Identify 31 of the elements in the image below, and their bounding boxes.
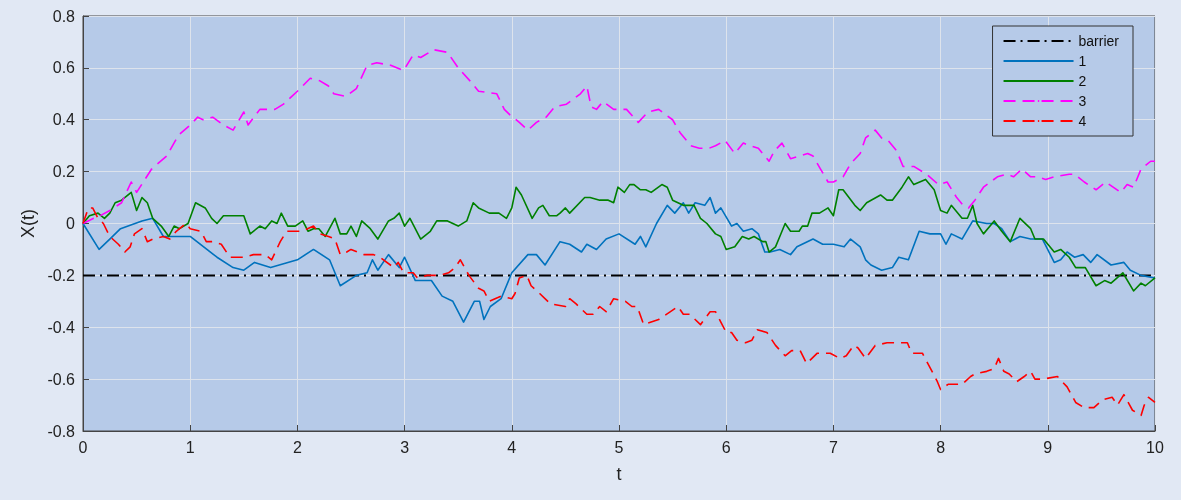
y-tick-label: -0.6: [47, 370, 76, 388]
line-series: [82, 207, 1156, 417]
x-tick-label: 0: [78, 438, 88, 456]
x-tick-label: 5: [614, 438, 624, 456]
y-axis-title: X(t): [17, 209, 38, 238]
legend-label: 4: [1078, 113, 1087, 129]
y-tick-label: 0.4: [52, 111, 76, 129]
y-tick-label: -0.8: [47, 422, 76, 440]
y-tick-label: 0.2: [52, 163, 76, 181]
x-tick-label: 6: [721, 438, 731, 456]
y-tick-label: 0.6: [52, 59, 76, 77]
line-series: [82, 48, 1156, 225]
x-tick-label: 9: [1043, 438, 1053, 456]
legend-label: 1: [1078, 53, 1087, 69]
legend-label: 2: [1078, 73, 1087, 89]
line-series: [82, 176, 1156, 292]
y-tick-label: -0.4: [47, 318, 76, 336]
x-tick-label: 3: [400, 438, 410, 456]
legend-label: 3: [1078, 93, 1087, 109]
x-tick-label: 7: [828, 438, 838, 456]
x-tick-label: 1: [185, 438, 195, 456]
x-axis-title: t: [616, 464, 622, 484]
x-tick-label: 10: [1146, 438, 1164, 456]
x-tick-label: 4: [507, 438, 517, 456]
x-tick-label: 2: [292, 438, 302, 456]
x-tick-label: 8: [936, 438, 946, 456]
line-series: [82, 196, 1156, 323]
y-tick-label: 0.8: [52, 7, 76, 25]
y-tick-label: -0.2: [47, 266, 76, 284]
y-tick-label: 0: [66, 215, 76, 232]
legend-label: barrier: [1078, 33, 1120, 49]
